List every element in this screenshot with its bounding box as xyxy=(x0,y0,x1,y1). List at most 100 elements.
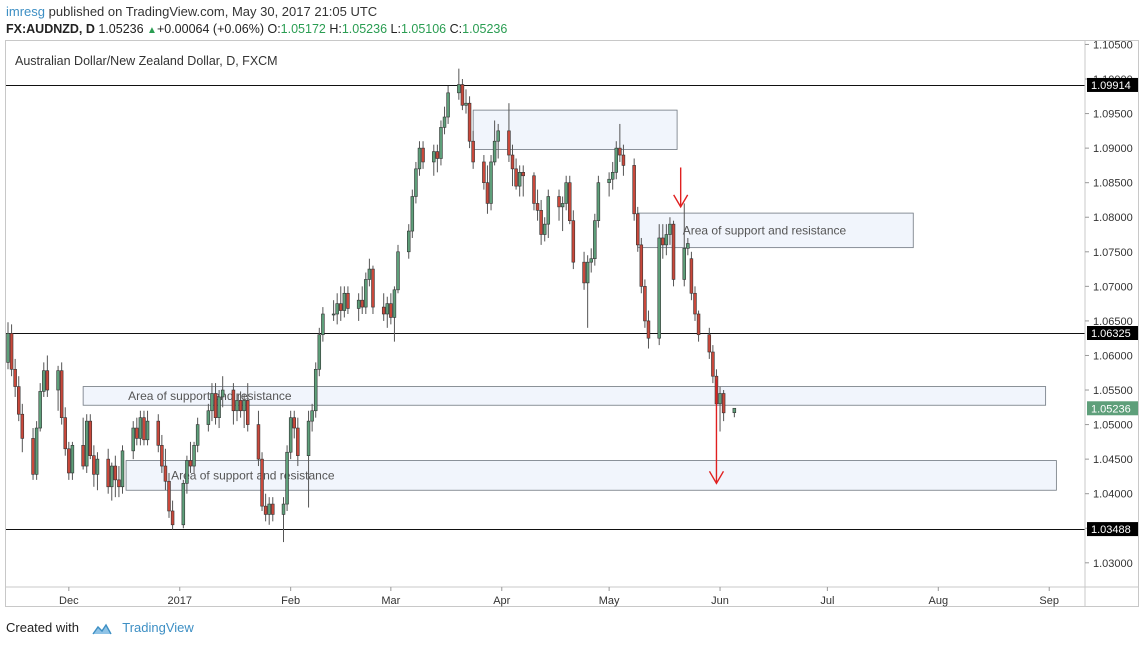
candle xyxy=(593,213,597,266)
candle-body-down xyxy=(263,505,268,515)
candle-body-down xyxy=(13,368,17,387)
candle-body-down xyxy=(296,427,300,456)
candle-body-down xyxy=(539,210,543,235)
candle-body-down xyxy=(435,151,440,159)
candle-body-up xyxy=(682,248,686,280)
arrow-head xyxy=(708,470,725,485)
candle-body-down xyxy=(167,480,171,512)
candle-body-down xyxy=(510,154,515,170)
candle-body-up xyxy=(331,313,336,316)
candle-body-down xyxy=(389,303,393,318)
candle xyxy=(84,414,89,473)
candle-body-down xyxy=(170,510,175,526)
candle-body-down xyxy=(482,161,486,183)
chart-title: Australian Dollar/New Zealand Dollar, D,… xyxy=(15,54,278,68)
candle-body-up xyxy=(145,420,150,441)
candle xyxy=(492,120,497,166)
candle xyxy=(614,141,619,180)
candle xyxy=(521,165,525,197)
level-price-label: 1.09914 xyxy=(1091,80,1131,92)
candle-body-down xyxy=(256,424,261,460)
time-tick-label: Sep xyxy=(1039,595,1059,607)
candle xyxy=(485,165,490,214)
candle-body-up xyxy=(235,400,239,412)
price-tick-label: 1.09500 xyxy=(1093,109,1133,121)
price-axis[interactable]: 1.105001.100001.095001.090001.085001.080… xyxy=(1085,39,1138,570)
candle xyxy=(192,441,196,473)
low-label: L: xyxy=(390,22,401,36)
candle xyxy=(442,106,447,135)
candle xyxy=(460,79,465,111)
candle xyxy=(618,123,622,162)
candle xyxy=(636,206,640,252)
publish-text: published on TradingView.com, May 30, 20… xyxy=(45,4,378,19)
candle xyxy=(321,307,325,342)
candle-body-up xyxy=(417,147,422,170)
candle xyxy=(70,441,75,480)
candle xyxy=(88,414,93,460)
price-tick-label: 1.05500 xyxy=(1093,385,1133,397)
candle xyxy=(514,158,518,190)
author-link[interactable]: imresg xyxy=(6,4,46,19)
candle-body-up xyxy=(6,333,10,363)
candle xyxy=(542,217,547,242)
candle-body-down xyxy=(707,334,712,353)
candle-body-down xyxy=(460,84,465,106)
candle xyxy=(195,417,200,453)
candle-body-up xyxy=(517,172,522,187)
candle xyxy=(396,244,400,294)
candle xyxy=(142,410,146,446)
candle-body-up xyxy=(38,391,42,429)
candle-body-down xyxy=(582,261,586,284)
candle xyxy=(607,172,611,197)
candle xyxy=(446,85,450,124)
candle-body-up xyxy=(242,400,246,412)
candle-body-up xyxy=(439,127,443,159)
time-axis[interactable]: Dec 2017 Feb Mar Apr May Jun Jul Aug Sep xyxy=(59,587,1059,607)
candle-body-down xyxy=(156,420,161,446)
candle-body-down xyxy=(467,102,472,142)
candle-body-up xyxy=(335,303,339,315)
candle-body-up xyxy=(589,258,593,263)
candle-body-up xyxy=(310,410,314,422)
candle-body-down xyxy=(142,417,146,441)
tradingview-link[interactable]: TradingView xyxy=(122,620,194,635)
candle-body-down xyxy=(618,147,622,156)
candle xyxy=(306,410,311,508)
candle xyxy=(596,175,601,228)
candle xyxy=(292,410,296,439)
publish-info: imresg published on TradingView.com, May… xyxy=(6,4,377,19)
candle xyxy=(110,462,114,501)
quote-line: FX:AUDNZD, D 1.05236 ▲+0.00064 (+0.06%) … xyxy=(6,22,507,36)
arrow-head xyxy=(673,194,689,209)
candle xyxy=(20,403,25,453)
candle xyxy=(682,203,686,287)
candle xyxy=(238,391,243,418)
candle-body-down xyxy=(9,333,14,370)
candle xyxy=(138,410,143,446)
header-bar: imresg published on TradingView.com, May… xyxy=(0,0,1144,40)
candle-body-up xyxy=(220,389,225,398)
candle-body-up xyxy=(593,220,597,260)
price-tick-label: 1.03000 xyxy=(1093,558,1133,570)
candle xyxy=(95,452,100,491)
candle-body-down xyxy=(693,292,697,315)
tradingview-cloud-icon[interactable] xyxy=(91,622,113,636)
candle xyxy=(643,279,647,328)
time-tick-label: May xyxy=(599,595,620,607)
price-tick-label: 1.08500 xyxy=(1093,178,1133,190)
sr-zone-label: Area of support and resistance xyxy=(128,389,292,403)
candle xyxy=(59,362,64,425)
candle xyxy=(156,414,161,453)
candle-body-up xyxy=(367,268,372,280)
candle xyxy=(532,172,536,211)
candle xyxy=(435,144,440,173)
candle-body-up xyxy=(267,503,271,515)
candle xyxy=(9,324,14,377)
candle-body-up xyxy=(686,243,690,249)
candle xyxy=(81,417,85,470)
candle-body-down xyxy=(17,386,21,415)
candle-body-up xyxy=(342,292,347,311)
candle-body-up xyxy=(321,313,325,336)
